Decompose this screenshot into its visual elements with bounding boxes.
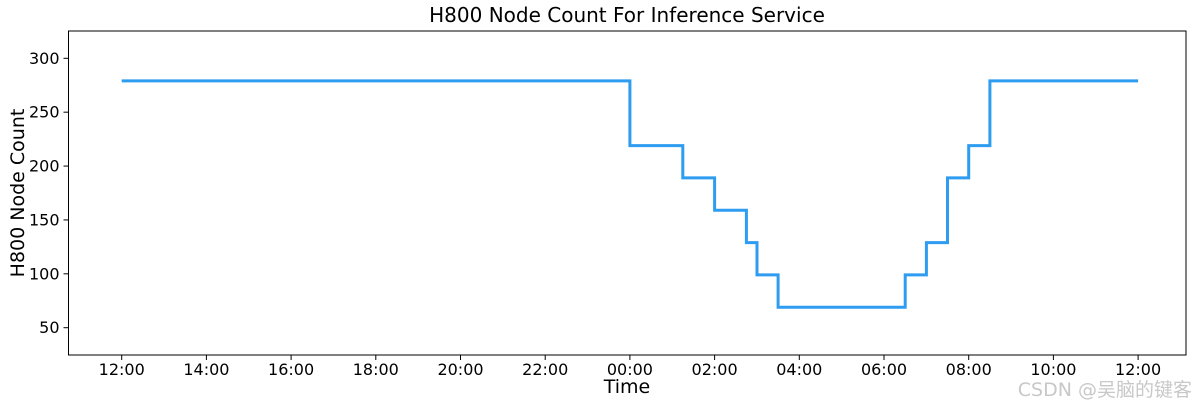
x-tick-label: 10:00 [1030,360,1076,379]
x-tick-label: 14:00 [183,360,229,379]
series-line [121,79,1139,309]
y-tick-label: 200 [29,157,60,176]
x-tick-label: 20:00 [437,360,483,379]
x-tick-label: 12:00 [1115,360,1161,379]
watermark: CSDN @吴脑的键客 [1017,379,1192,401]
x-tick-label: 06:00 [861,360,907,379]
y-tick-label: 150 [29,210,60,229]
x-tick-label: 02:00 [692,360,738,379]
x-tick-label: 18:00 [353,360,399,379]
x-tick-label: 00:00 [607,360,653,379]
x-tick-label: 22:00 [522,360,568,379]
plot-border [68,30,1187,356]
x-tick-label: 12:00 [99,360,145,379]
y-tick-label: 50 [39,318,59,337]
y-tick-label: 300 [29,49,60,68]
x-tick-label: 08:00 [946,360,992,379]
x-tick-label: 16:00 [268,360,314,379]
y-tick-label: 100 [29,264,60,283]
x-axis-label: Time [603,376,651,398]
chart-title: H800 Node Count For Inference Service [429,3,825,27]
y-tick-label: 250 [29,103,60,122]
x-tick-label: 04:00 [776,360,822,379]
